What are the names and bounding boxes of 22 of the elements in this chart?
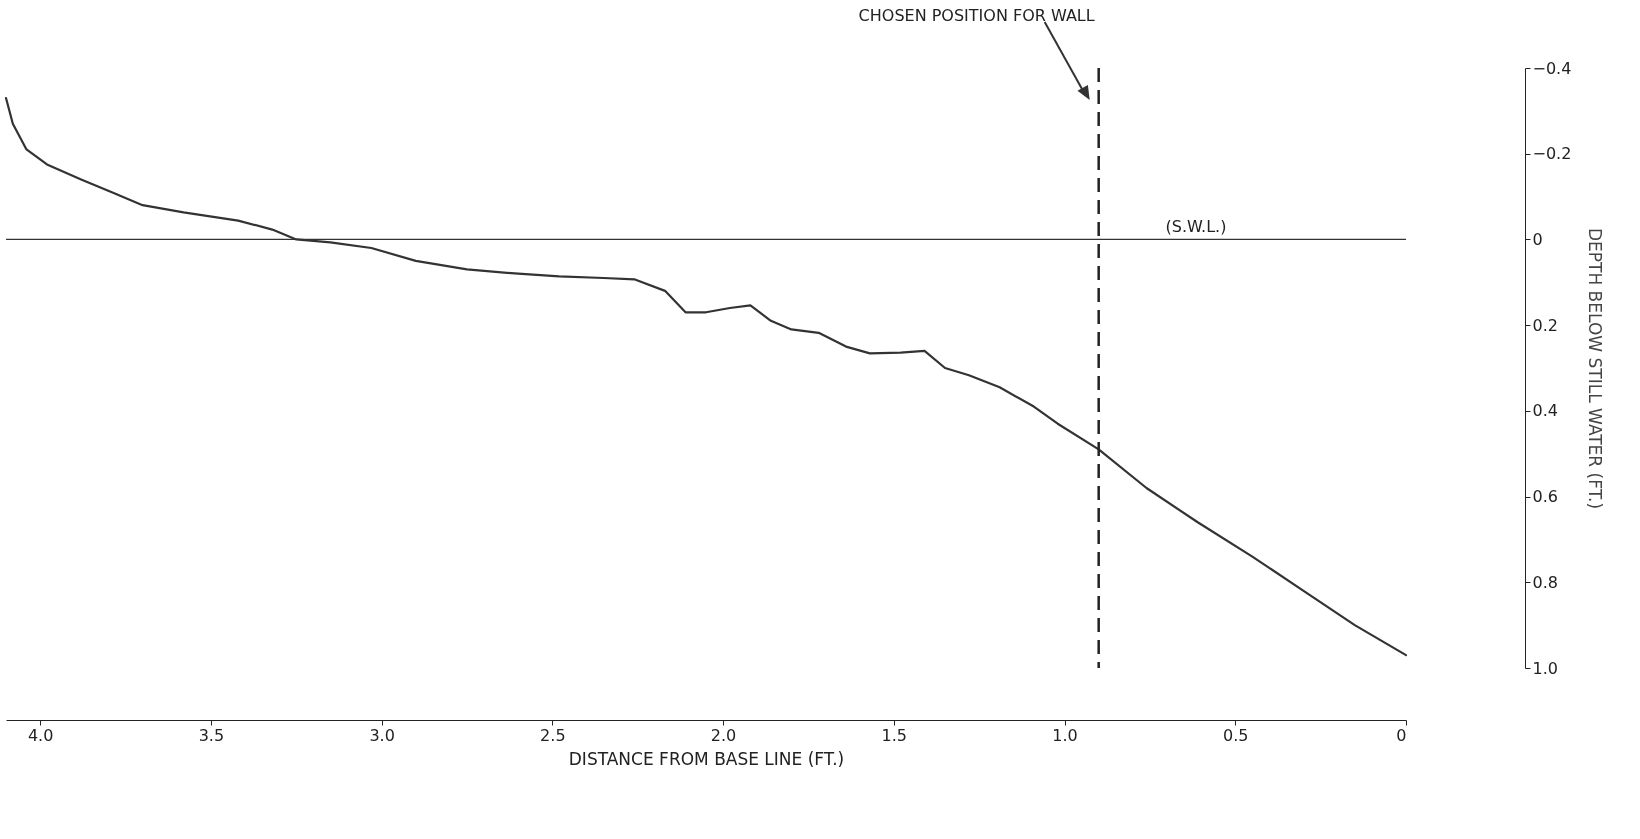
ref-line-label: CHOSEN POSITION FOR WALL [858,6,1095,25]
y-tick-label: 0.6 [1532,487,1558,507]
ref-line-label: (S.W.L.) [1165,217,1227,237]
line-series [4,96,1408,657]
x-tick-label: 1.5 [881,725,908,745]
y-axis-title: DEPTH BELOW STILL WATER (FT.) [1585,227,1606,510]
y-tick-label: 0 [1532,229,1543,249]
x-tick-label: 3.5 [198,725,225,745]
x-tick-label: 2.0 [710,725,737,745]
x-axis-title: DISTANCE FROM BASE LINE (FT.) [568,748,845,769]
x-tick-label: 1.0 [1052,725,1078,745]
x-tick-label: 0 [1396,725,1407,745]
y-tick-label: 0.8 [1532,572,1558,592]
y-tick-label: 0.2 [1532,315,1558,335]
x-tick-label: 4.0 [27,725,54,745]
x-tick-label: 3.0 [369,725,395,745]
x-tick-label: 2.5 [540,725,566,745]
y-tick-label: −0.2 [1532,144,1572,164]
y-tick-label: −0.4 [1532,58,1572,78]
x-tick-label: 0.5 [1223,725,1249,745]
y-tick-label: 0.4 [1532,401,1558,421]
y-tick-label: 1.0 [1532,658,1558,678]
